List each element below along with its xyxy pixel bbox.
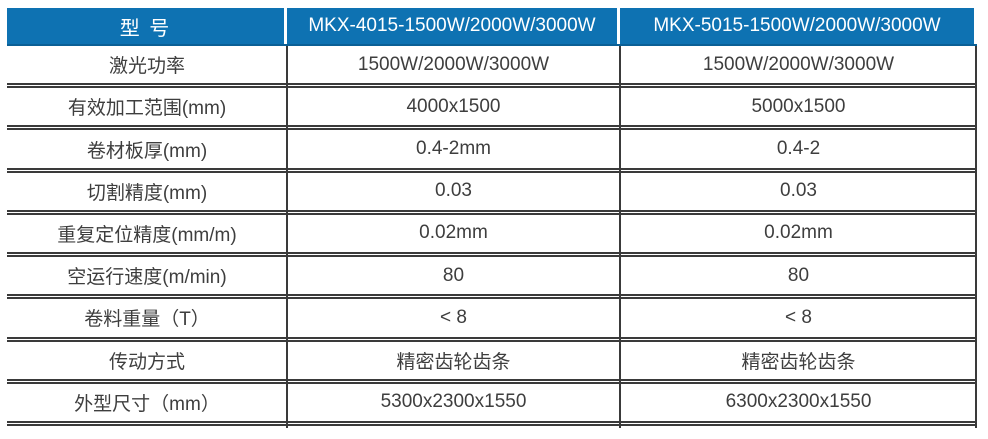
row-label: 外型尺寸（mm）	[74, 393, 220, 415]
row-value-col2: 精密齿轮齿条	[396, 351, 511, 373]
column-divider-2	[619, 46, 621, 428]
header-cell-mkx-4015: MKX-4015-1500W/2000W/3000W	[287, 8, 620, 44]
row-value-col3: 6300x2300x1550	[725, 391, 872, 413]
row-value-col3: 5000x1500	[751, 95, 846, 117]
row-value-col2: 0.02mm	[419, 222, 488, 244]
row-label: 空运行速度(m/min)	[67, 267, 227, 289]
row-value-col2: 0.03	[435, 180, 472, 202]
row-label: 卷材板厚(mm)	[86, 140, 208, 162]
table-row-working-range: 有效加工范围(mm) 4000x1500 5000x1500	[7, 88, 977, 131]
table-right-border	[975, 46, 977, 428]
row-value-col3: < 8	[785, 306, 812, 328]
row-value-col2: 1500W/2000W/3000W	[357, 53, 550, 75]
table-row-repeat-accuracy: 重复定位精度(mm/m) 0.02mm 0.02mm	[7, 215, 977, 258]
row-value-col3: 0.03	[780, 180, 817, 202]
table-body: 激光功率 1500W/2000W/3000W 1500W/2000W/3000W…	[7, 46, 977, 426]
column-divider-1	[286, 46, 288, 428]
row-value-col3: 1500W/2000W/3000W	[702, 53, 895, 75]
table-row-idle-speed: 空运行速度(m/min) 80 80	[7, 257, 977, 300]
row-value-col2: 4000x1500	[406, 95, 501, 117]
row-label: 切割精度(mm)	[86, 182, 208, 204]
header-cell-mkx-5015: MKX-5015-1500W/2000W/3000W	[620, 8, 974, 44]
table-row-cutting-accuracy: 切割精度(mm) 0.03 0.03	[7, 173, 977, 215]
header-cell-model-label: 型 号	[7, 8, 287, 44]
row-value-col3: 精密齿轮齿条	[741, 351, 856, 373]
row-label: 传动方式	[108, 351, 185, 373]
row-value-col2: 80	[442, 264, 465, 286]
table-header-row: 型 号 MKX-4015-1500W/2000W/3000W MKX-5015-…	[7, 8, 977, 46]
row-value-col2: < 8	[440, 306, 467, 328]
row-value-col3: 80	[787, 264, 810, 286]
row-value-col3: 0.4-2	[776, 138, 821, 160]
table-row-transmission: 传动方式 精密齿轮齿条 精密齿轮齿条	[7, 342, 977, 384]
row-label: 激光功率	[108, 56, 185, 78]
row-label: 有效加工范围(mm)	[67, 98, 227, 120]
table-row-coil-weight: 卷料重量（T） < 8 < 8	[7, 299, 977, 342]
row-label: 重复定位精度(mm/m)	[57, 224, 237, 246]
row-label: 卷料重量（T）	[84, 309, 210, 331]
table-row-laser-power: 激光功率 1500W/2000W/3000W 1500W/2000W/3000W	[7, 46, 977, 89]
row-value-col2: 0.4-2mm	[416, 138, 491, 160]
table-row-outline-dimensions: 外型尺寸（mm） 5300x2300x1550 6300x2300x1550	[7, 384, 977, 426]
row-value-col3: 0.02mm	[764, 222, 833, 244]
spec-table: 型 号 MKX-4015-1500W/2000W/3000W MKX-5015-…	[7, 8, 977, 428]
table-row-coil-thickness: 卷材板厚(mm) 0.4-2mm 0.4-2	[7, 130, 977, 173]
row-value-col2: 5300x2300x1550	[380, 391, 527, 413]
